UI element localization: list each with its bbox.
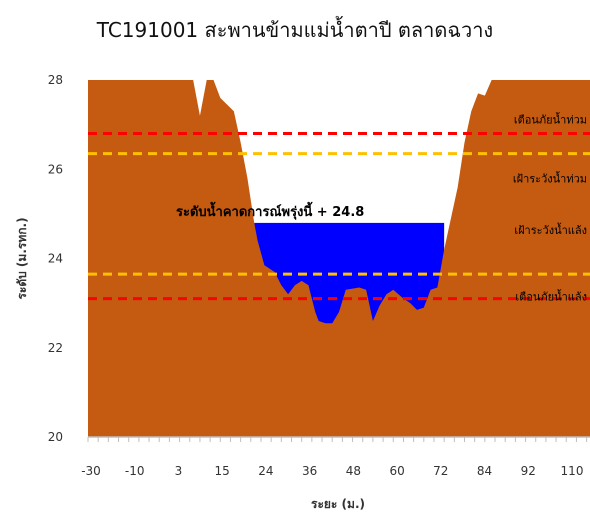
- water-level-label: ระดับน้ำคาดการณ์พรุ่งนี้ + 24.8: [176, 201, 364, 220]
- x-tick-label: 72: [433, 464, 448, 478]
- chart-title: TC191001 สะพานข้ามแม่น้ำตาปี ตลาดฉวาง: [96, 18, 494, 42]
- y-tick-label: 22: [48, 341, 63, 355]
- x-tick-label: -10: [125, 464, 145, 478]
- x-tick-label: 60: [389, 464, 404, 478]
- x-tick-label: 36: [302, 464, 317, 478]
- y-tick-label: 28: [48, 73, 63, 87]
- reference-label: เฝ้าระวังน้ำแล้ง: [514, 222, 587, 237]
- x-tick-label: 92: [521, 464, 536, 478]
- x-tick-label: 3: [175, 464, 183, 478]
- x-tick-label: 110: [561, 464, 584, 478]
- x-tick-label: 24: [258, 464, 273, 478]
- x-tick-labels: -30 -10 3 15 24 36 48 60 72 84 92 110: [81, 464, 583, 478]
- terrain-area: [88, 80, 590, 437]
- reference-label: เตือนภัยน้ำท่วม: [514, 112, 587, 127]
- reference-label: เตือนภัยน้ำแล้ง: [515, 289, 587, 304]
- x-tick-label: 15: [215, 464, 230, 478]
- x-tick-label: 48: [346, 464, 361, 478]
- x-tick-marks: [87, 437, 588, 442]
- x-axis-label: ระยะ (ม.): [311, 497, 365, 511]
- y-tick-label: 20: [48, 430, 63, 444]
- y-tick-label: 26: [48, 162, 63, 176]
- x-tick-label: 84: [477, 464, 492, 478]
- y-axis-label: ระดับ (ม.รทก.): [15, 217, 29, 299]
- y-tick-labels: 20 22 24 26 28: [48, 73, 63, 444]
- x-tick-label: -30: [81, 464, 101, 478]
- reference-label: เฝ้าระวังน้ำท่วม: [513, 171, 587, 186]
- reference-lines: เตือนภัยน้ำท่วมเฝ้าระวังน้ำท่วมเฝ้าระวัง…: [88, 112, 590, 304]
- plot-area: [88, 80, 590, 437]
- y-tick-label: 24: [48, 252, 63, 266]
